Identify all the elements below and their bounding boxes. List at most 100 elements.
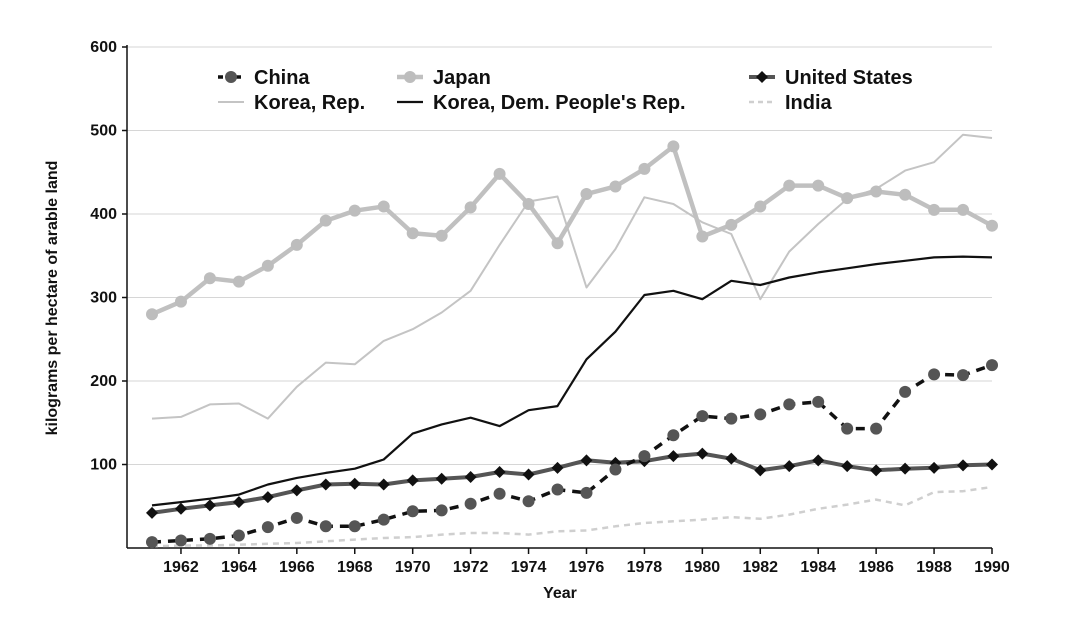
x-tick-label-1982: 1982 bbox=[742, 559, 778, 576]
data-point-united-states-1980 bbox=[696, 447, 709, 460]
data-point-united-states-1962 bbox=[174, 502, 187, 515]
y-tick-label-100: 100 bbox=[90, 457, 117, 474]
data-point-china-1964 bbox=[232, 529, 245, 542]
x-tick-label-1984: 1984 bbox=[800, 559, 836, 576]
data-point-united-states-1979 bbox=[667, 450, 680, 463]
data-point-japan-1962 bbox=[174, 295, 187, 308]
x-axis-title: Year bbox=[543, 585, 577, 602]
y-axis-tick-labels: 100 200 300 400 500 600 bbox=[90, 39, 117, 474]
data-point-japan-1977 bbox=[609, 180, 622, 193]
y-tick-label-500: 500 bbox=[90, 123, 117, 140]
legend-label-united-states: United States bbox=[785, 67, 913, 89]
data-point-japan-1969 bbox=[377, 200, 390, 213]
x-tick-label-1972: 1972 bbox=[453, 559, 489, 576]
data-point-china-1976 bbox=[580, 486, 593, 499]
data-point-china-1975 bbox=[551, 483, 564, 496]
data-point-china-1968 bbox=[348, 520, 361, 533]
data-point-united-states-1982 bbox=[754, 464, 767, 477]
data-point-united-states-1968 bbox=[348, 477, 361, 490]
x-tick-label-1976: 1976 bbox=[569, 559, 605, 576]
y-tick-label-200: 200 bbox=[90, 373, 117, 390]
data-point-japan-1976 bbox=[580, 187, 593, 200]
data-point-china-1961 bbox=[146, 536, 158, 549]
data-point-japan-1973 bbox=[493, 167, 506, 180]
data-point-japan-1964 bbox=[232, 275, 245, 288]
legend-label-korea-dem-people-s-rep: Korea, Dem. People's Rep. bbox=[433, 92, 686, 114]
series-line-korea-dem-people-s-rep bbox=[151, 255, 993, 507]
legend-label-korea-rep: Korea, Rep. bbox=[254, 92, 365, 114]
x-tick-label-1964: 1964 bbox=[221, 559, 257, 576]
series-markers bbox=[146, 140, 998, 549]
series-line-japan bbox=[151, 144, 994, 317]
y-tick-label-400: 400 bbox=[90, 206, 117, 223]
data-point-japan-1970 bbox=[406, 227, 419, 240]
legend-marker-china bbox=[225, 71, 237, 83]
data-point-china-1988 bbox=[928, 368, 941, 381]
data-point-china-1985 bbox=[841, 422, 854, 435]
x-tick-label-1968: 1968 bbox=[337, 559, 373, 576]
data-point-united-states-1989 bbox=[957, 459, 970, 472]
data-point-china-1983 bbox=[783, 398, 796, 411]
data-point-china-1980 bbox=[696, 410, 709, 423]
data-point-japan-1972 bbox=[464, 201, 477, 214]
data-point-china-1966 bbox=[290, 511, 303, 524]
data-point-united-states-1981 bbox=[725, 452, 738, 465]
data-point-united-states-1972 bbox=[464, 471, 477, 484]
data-point-china-1978 bbox=[638, 450, 651, 463]
data-point-china-1981 bbox=[725, 412, 738, 425]
data-point-united-states-1988 bbox=[928, 461, 941, 474]
x-tick-label-1988: 1988 bbox=[916, 559, 952, 576]
data-point-united-states-1966 bbox=[290, 484, 303, 497]
data-point-united-states-1971 bbox=[435, 472, 448, 485]
data-point-united-states-1969 bbox=[377, 478, 390, 491]
x-tick-label-1986: 1986 bbox=[858, 559, 894, 576]
data-point-japan-1965 bbox=[261, 259, 274, 272]
legend-marker-japan bbox=[404, 71, 416, 83]
data-point-china-1962 bbox=[174, 534, 187, 547]
data-point-japan-1982 bbox=[754, 200, 767, 213]
data-point-japan-1984 bbox=[812, 179, 825, 192]
data-point-united-states-1963 bbox=[203, 499, 216, 512]
data-point-japan-1989 bbox=[957, 203, 970, 216]
data-point-japan-1988 bbox=[928, 203, 941, 216]
x-tick-label-1974: 1974 bbox=[511, 559, 547, 576]
x-tick-label-1980: 1980 bbox=[685, 559, 721, 576]
series-lines bbox=[151, 133, 994, 548]
data-point-united-states-1973 bbox=[493, 466, 506, 479]
y-tick-label-600: 600 bbox=[90, 39, 117, 56]
data-point-japan-1980 bbox=[696, 230, 709, 243]
data-point-japan-1974 bbox=[522, 197, 535, 210]
legend-label-china: China bbox=[254, 67, 310, 89]
data-point-japan-1985 bbox=[841, 192, 854, 205]
data-point-japan-1979 bbox=[667, 140, 680, 153]
data-point-united-states-1983 bbox=[783, 460, 796, 473]
data-point-japan-1983 bbox=[783, 179, 796, 192]
x-tick-label-1962: 1962 bbox=[163, 559, 199, 576]
legend-marker-united-states bbox=[756, 71, 768, 83]
x-tick-label-1970: 1970 bbox=[395, 559, 431, 576]
data-point-japan-1967 bbox=[319, 214, 332, 227]
y-tick-label-300: 300 bbox=[90, 290, 117, 307]
data-point-china-1965 bbox=[261, 521, 274, 534]
data-point-united-states-1975 bbox=[551, 461, 564, 474]
series-line-india bbox=[151, 485, 993, 548]
data-point-japan-1961 bbox=[146, 308, 158, 321]
legend-label-japan: Japan bbox=[433, 67, 491, 89]
series-line-korea-rep bbox=[151, 133, 993, 420]
data-point-united-states-1970 bbox=[406, 474, 419, 487]
data-point-united-states-1976 bbox=[580, 454, 593, 467]
data-point-china-1963 bbox=[203, 532, 216, 545]
data-point-china-1990 bbox=[986, 359, 998, 372]
x-tick-label-1978: 1978 bbox=[627, 559, 663, 576]
data-point-japan-1987 bbox=[899, 188, 912, 201]
data-point-japan-1966 bbox=[290, 238, 303, 251]
data-point-japan-1971 bbox=[435, 229, 448, 242]
y-axis-title: kilograms per hectare of arable land bbox=[44, 161, 61, 436]
data-point-japan-1968 bbox=[348, 204, 361, 217]
data-point-united-states-1984 bbox=[812, 454, 825, 467]
data-point-china-1979 bbox=[667, 429, 680, 442]
x-tick-label-1990: 1990 bbox=[974, 559, 1010, 576]
data-point-china-1973 bbox=[493, 487, 506, 500]
axes bbox=[122, 45, 993, 554]
data-point-china-1977 bbox=[609, 463, 622, 476]
